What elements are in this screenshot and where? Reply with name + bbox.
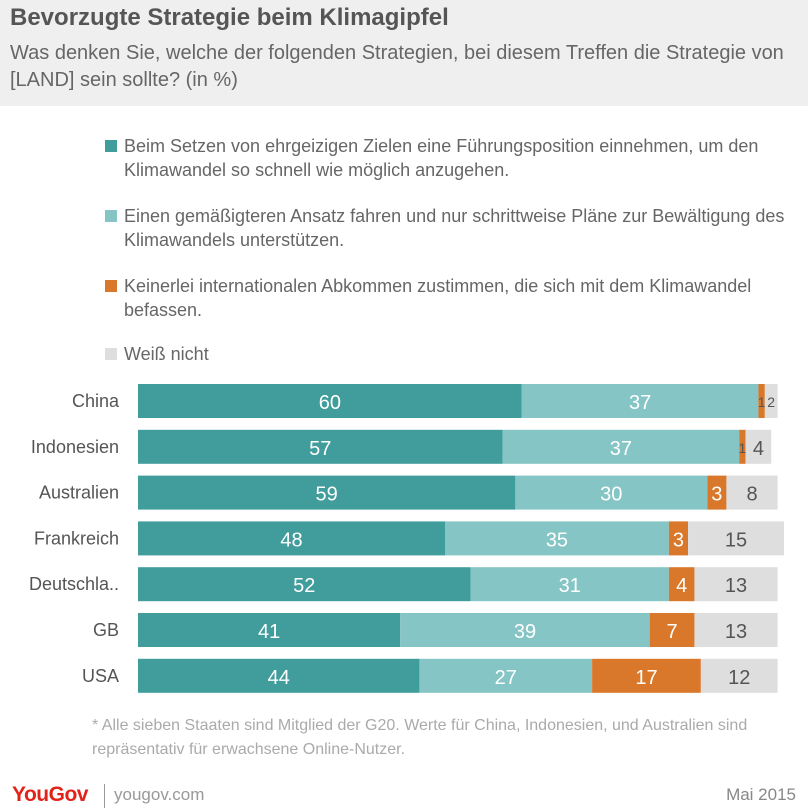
bar-segment (694, 613, 778, 647)
bar-segment (419, 658, 593, 693)
bar-segment (138, 613, 401, 647)
bar-segment (739, 429, 746, 464)
bar-segment (138, 429, 503, 464)
data-label: 1 (758, 394, 766, 410)
bar-segment (138, 658, 420, 693)
category-label: Indonesien (31, 437, 119, 457)
bar-segment (592, 658, 701, 693)
site-link[interactable]: yougov.com (114, 785, 205, 804)
legend-label: Keinerlei internationalen Abkommen zusti… (124, 276, 752, 320)
bar-segment (515, 475, 708, 510)
bar-segment (502, 429, 740, 464)
bar-segment (688, 521, 784, 556)
legend-swatch (105, 348, 117, 360)
category-label: Australien (39, 483, 119, 503)
data-label: 8 (746, 484, 757, 506)
bar-segment (445, 521, 669, 556)
data-label: 27 (495, 667, 517, 689)
data-label: 4 (676, 575, 687, 597)
bar-segment (138, 384, 522, 418)
footnote: * Alle sieben Staaten sind Mitglied der … (92, 717, 748, 758)
data-label: 13 (725, 575, 747, 597)
data-label: 52 (293, 575, 315, 597)
bar-segment (668, 567, 695, 602)
category-label: China (72, 391, 120, 411)
header: Bevorzugte Strategie beim Klimagipfel Wa… (0, 0, 808, 106)
bar-segment (138, 567, 471, 602)
data-label: 44 (268, 667, 290, 689)
bar-segment (726, 475, 778, 510)
legend-label: Einen gemäßigteren Ansatz fahren und nur… (124, 206, 785, 250)
bar-segment (400, 613, 650, 647)
bar-segment (138, 521, 446, 556)
bar-segment (745, 429, 772, 464)
bar-segment (700, 658, 778, 693)
bar-segment (764, 384, 778, 418)
category-label: GB (93, 620, 119, 640)
date-label: Mai 2015 (726, 785, 796, 804)
data-label: 13 (725, 621, 747, 643)
chart-subtitle: Was denken Sie, welche der folgenden Str… (10, 42, 784, 91)
bar-segment (694, 567, 778, 602)
data-label: 7 (667, 621, 678, 643)
data-label: 31 (559, 575, 581, 597)
bar-segment (649, 613, 695, 647)
legend-label: Weiß nicht (124, 344, 209, 364)
data-label: 15 (725, 529, 747, 551)
data-label: 35 (546, 529, 568, 551)
data-label: 57 (309, 438, 331, 460)
bar-segment (138, 475, 516, 510)
data-label: 1 (739, 440, 747, 456)
bar-segment (521, 384, 759, 418)
bar-segment (668, 521, 689, 556)
data-label: 30 (600, 484, 622, 506)
legend-label: Beim Setzen von ehrgeizigen Zielen eine … (124, 136, 759, 180)
legend-swatch (105, 140, 117, 152)
data-label: 3 (711, 484, 722, 506)
legend-swatch (105, 280, 117, 292)
chart-title: Bevorzugte Strategie beim Klimagipfel (10, 4, 449, 31)
category-label: USA (82, 666, 119, 686)
bar-segment (470, 567, 669, 602)
data-label: 3 (673, 529, 684, 551)
bar-segment (758, 384, 765, 418)
data-label: 12 (728, 667, 750, 689)
legend-swatch (105, 210, 117, 222)
data-label: 59 (316, 484, 338, 506)
data-label: 37 (629, 392, 651, 414)
category-label: Frankreich (34, 528, 119, 548)
data-label: 17 (635, 667, 657, 689)
data-label: 2 (767, 394, 775, 410)
data-label: 48 (280, 529, 302, 551)
data-label: 39 (514, 621, 536, 643)
data-label: 37 (610, 438, 632, 460)
yougov-logo: YouGov (12, 783, 88, 806)
footer-divider (104, 784, 105, 808)
bar-segment (707, 475, 727, 510)
data-label: 41 (258, 621, 280, 643)
category-label: Deutschla.. (29, 574, 119, 594)
data-label: 4 (753, 438, 764, 460)
data-label: 60 (319, 392, 341, 414)
